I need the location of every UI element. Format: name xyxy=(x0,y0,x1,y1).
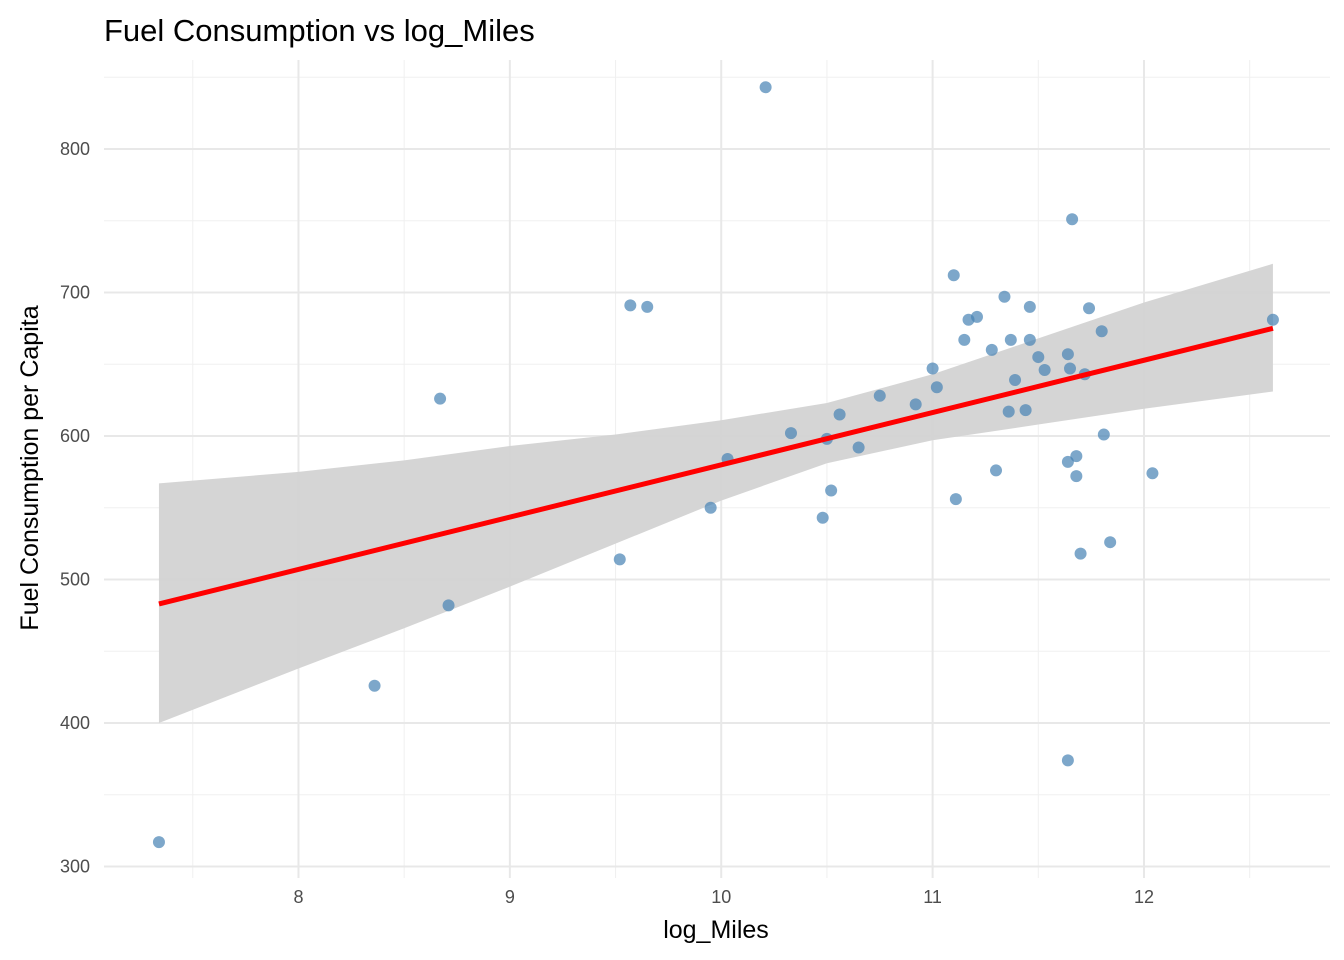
data-point xyxy=(1061,348,1074,361)
data-point xyxy=(1019,404,1032,417)
y-axis-title: Fuel Consumption per Capita xyxy=(16,305,44,630)
data-point xyxy=(947,269,960,282)
data-point xyxy=(152,836,165,849)
data-point xyxy=(1146,467,1159,480)
data-point xyxy=(704,501,717,514)
data-point xyxy=(1061,754,1074,767)
y-tick-label: 500 xyxy=(60,570,90,590)
x-axis-ticks: 8 9 10 11 12 xyxy=(293,887,1154,907)
x-tick-label: 9 xyxy=(505,887,515,907)
data-point xyxy=(1002,405,1015,418)
confidence-band xyxy=(158,263,1273,724)
data-point xyxy=(909,398,922,411)
data-point xyxy=(1070,450,1083,463)
data-point xyxy=(1038,363,1051,376)
data-point xyxy=(816,511,829,524)
data-point xyxy=(1064,362,1077,375)
data-point xyxy=(624,299,637,312)
data-point xyxy=(825,484,838,497)
data-point xyxy=(784,427,797,440)
y-tick-label: 800 xyxy=(60,139,90,159)
y-tick-label: 700 xyxy=(60,282,90,302)
data-point xyxy=(1104,536,1117,549)
data-point xyxy=(1083,302,1096,315)
data-point xyxy=(759,81,772,94)
data-point xyxy=(641,300,654,313)
data-point xyxy=(990,464,1003,477)
data-point xyxy=(833,408,846,421)
data-point xyxy=(368,679,381,692)
data-point xyxy=(1023,300,1036,313)
data-point xyxy=(1095,325,1108,338)
data-point xyxy=(958,333,971,346)
data-point xyxy=(1023,333,1036,346)
x-tick-label: 11 xyxy=(923,887,942,907)
data-point xyxy=(852,441,865,454)
y-tick-label: 400 xyxy=(60,713,90,733)
data-point xyxy=(1009,374,1022,387)
data-point xyxy=(970,310,983,323)
data-point xyxy=(1061,455,1074,468)
y-axis-ticks: 300 400 500 600 700 800 xyxy=(60,139,90,877)
data-point xyxy=(1266,313,1279,326)
data-point xyxy=(985,343,998,356)
data-point xyxy=(1070,470,1083,483)
data-point xyxy=(442,599,455,612)
data-point xyxy=(998,290,1011,303)
data-point xyxy=(926,362,939,375)
data-point xyxy=(1066,213,1079,226)
y-tick-label: 300 xyxy=(60,857,90,877)
data-point xyxy=(1032,351,1045,364)
data-point xyxy=(1074,547,1087,560)
data-point xyxy=(613,553,626,566)
y-tick-label: 600 xyxy=(60,426,90,446)
x-axis-title: log_Miles xyxy=(663,916,769,944)
data-point xyxy=(434,392,447,405)
chart-title: Fuel Consumption vs log_Miles xyxy=(104,13,535,48)
data-point xyxy=(873,389,886,402)
x-tick-label: 10 xyxy=(711,887,731,907)
data-point xyxy=(949,493,962,506)
x-tick-label: 12 xyxy=(1134,887,1154,907)
data-point xyxy=(1097,428,1110,441)
x-tick-label: 8 xyxy=(293,887,303,907)
regression-line xyxy=(158,325,1274,607)
data-point xyxy=(930,381,943,394)
data-point xyxy=(1004,333,1017,346)
